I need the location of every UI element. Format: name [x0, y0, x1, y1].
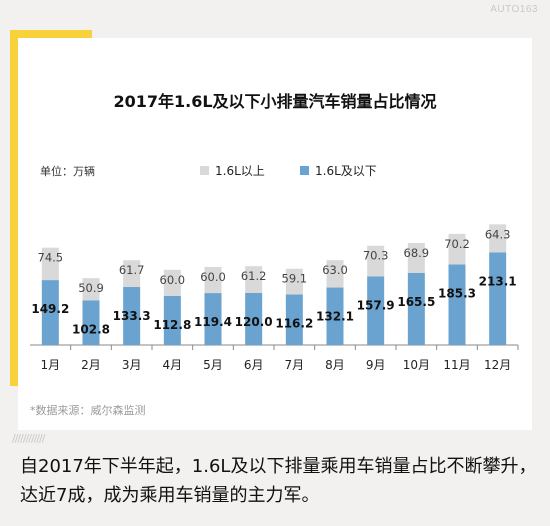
x-tick-label: 7月 — [285, 358, 305, 372]
legend-swatch-below — [300, 166, 309, 175]
x-tick-label: 1月 — [41, 358, 61, 372]
legend-swatch-above — [200, 166, 209, 175]
accent-bar-horizontal — [10, 30, 92, 38]
data-label-above: 50.9 — [78, 281, 104, 295]
accent-bar-vertical — [10, 30, 18, 386]
unit-label: 单位：万辆 — [40, 165, 95, 178]
data-label-below: 213.1 — [479, 274, 517, 288]
data-label-below: 149.2 — [31, 302, 69, 316]
data-label-above: 59.1 — [282, 272, 308, 286]
data-label-above: 61.7 — [119, 263, 145, 277]
bar-above-1-6l — [489, 224, 507, 253]
data-label-below: 102.8 — [72, 322, 110, 336]
data-label-above: 68.9 — [404, 246, 430, 260]
data-label-above: 74.5 — [38, 251, 64, 265]
bar-above-1-6l — [204, 266, 222, 294]
bar-below-1-6l — [41, 280, 59, 345]
legend-item-above: 1.6L以上 — [200, 162, 265, 179]
x-tick-label: 10月 — [403, 358, 430, 372]
x-tick-label: 4月 — [163, 358, 183, 372]
x-tick-label: 8月 — [325, 358, 345, 372]
bar-below-1-6l — [123, 287, 141, 345]
bar-above-1-6l — [285, 268, 303, 295]
bar-above-1-6l — [367, 245, 385, 277]
data-label-above: 60.0 — [200, 270, 226, 284]
bar-below-1-6l — [245, 292, 263, 345]
data-label-below: 112.8 — [153, 318, 191, 332]
data-label-below: 132.1 — [316, 310, 354, 324]
bar-below-1-6l — [163, 295, 181, 345]
bar-above-1-6l — [407, 243, 425, 274]
data-label-below: 133.3 — [113, 309, 151, 323]
data-label-above: 61.2 — [241, 269, 267, 283]
bar-below-1-6l — [204, 293, 222, 345]
data-label-above: 63.0 — [322, 263, 348, 277]
data-label-below: 119.4 — [194, 315, 232, 329]
data-label-below: 157.9 — [357, 298, 395, 312]
legend-item-below: 1.6L及以下 — [300, 162, 377, 179]
data-label-below: 116.2 — [275, 316, 313, 330]
bar-above-1-6l — [163, 269, 181, 296]
bar-above-1-6l — [41, 247, 59, 281]
bar-below-1-6l — [285, 294, 303, 345]
x-tick-label: 9月 — [366, 358, 386, 372]
data-label-below: 165.5 — [397, 295, 435, 309]
bar-below-1-6l — [448, 264, 466, 345]
x-tick-label: 6月 — [244, 358, 264, 372]
data-label-above: 70.2 — [444, 237, 470, 251]
data-source: *数据来源：威尔森监测 — [30, 404, 146, 417]
chart-title: 2017年1.6L及以下小排量汽车销量占比情况 — [113, 92, 437, 111]
bar-below-1-6l — [82, 300, 100, 345]
chart-card — [18, 38, 532, 430]
x-tick-label: 2月 — [81, 358, 101, 372]
bar-below-1-6l — [407, 273, 425, 345]
bar-above-1-6l — [123, 260, 141, 288]
decorative-hatch: //////////// — [12, 432, 45, 445]
legend-label-above: 1.6L以上 — [215, 164, 265, 178]
x-tick-label: 11月 — [443, 358, 470, 372]
data-label-above: 60.0 — [160, 273, 186, 287]
bar-above-1-6l — [245, 266, 263, 293]
x-tick-label: 12月 — [484, 358, 511, 372]
bar-above-1-6l — [448, 233, 466, 265]
brand-logo-text: AUTO163 — [490, 4, 538, 15]
bar-above-1-6l — [82, 278, 100, 301]
data-label-below: 185.3 — [438, 286, 476, 300]
x-tick-label: 3月 — [122, 358, 142, 372]
bar-below-1-6l — [489, 252, 507, 345]
caption-text: 自2017年下半年起，1.6L及以下排量乘用车销量占比不断攀升，达近7成，成为乘… — [20, 456, 537, 506]
data-label-above: 70.3 — [363, 249, 389, 263]
bar-above-1-6l — [326, 260, 344, 288]
data-label-above: 64.3 — [485, 227, 511, 241]
x-tick-label: 5月 — [203, 358, 223, 372]
bar-below-1-6l — [326, 287, 344, 345]
bar-below-1-6l — [367, 276, 385, 345]
data-label-below: 120.0 — [235, 315, 273, 329]
legend-label-below: 1.6L及以下 — [315, 164, 377, 178]
